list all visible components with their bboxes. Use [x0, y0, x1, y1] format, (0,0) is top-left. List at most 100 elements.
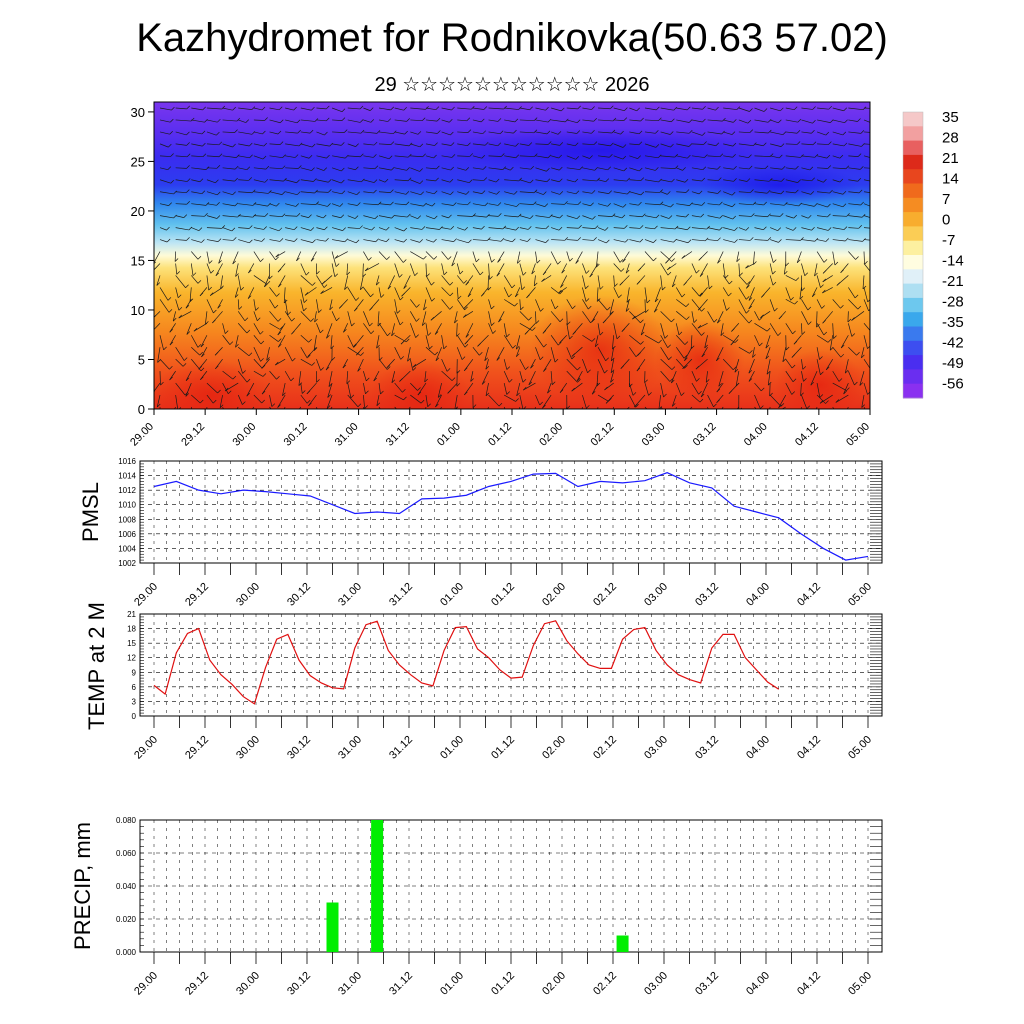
y-tick-label: 0.080 [116, 816, 137, 825]
wind-barb [215, 263, 223, 276]
wind-barb-flag [405, 201, 410, 206]
wind-barb [551, 227, 560, 231]
wind-barb-flag [687, 239, 692, 243]
y-tick-label: 10 [131, 303, 145, 318]
wind-barb [410, 191, 421, 196]
wind-barb [543, 358, 552, 372]
wind-barb [566, 251, 570, 262]
wind-barb [504, 215, 519, 218]
y-tick-label: 15 [127, 639, 136, 648]
wind-barb-flag [732, 142, 737, 147]
wind-barb [159, 179, 171, 184]
wind-barb [738, 287, 747, 300]
wind-barb-flag [767, 418, 770, 421]
colorbar-segment [903, 240, 923, 256]
colorbar-label: 28 [942, 130, 959, 147]
wind-barb [785, 191, 796, 194]
wind-barb-flag [201, 190, 206, 194]
wind-barb [222, 167, 236, 170]
wind-barb [785, 287, 791, 301]
wind-barb-flag [772, 281, 777, 286]
wind-barb [738, 191, 751, 193]
wind-barb [613, 179, 627, 182]
wind-barb-flag [403, 106, 407, 111]
wind-barb-flag [202, 106, 206, 111]
wind-barb-flag [701, 353, 706, 358]
wind-barb [835, 394, 849, 403]
wind-barb-flag [439, 226, 443, 230]
wind-barb-flag [873, 215, 876, 218]
wind-barb-flag [407, 177, 412, 181]
wind-barb [159, 143, 169, 148]
wind-barb-flag [592, 216, 596, 220]
x-tick-label: 29.12 [183, 734, 211, 762]
wind-barb-flag [434, 416, 437, 419]
wind-barb [347, 143, 356, 147]
wind-barb-flag [172, 317, 177, 322]
wind-barb [801, 263, 806, 276]
wind-barb-flag [436, 165, 440, 170]
wind-barb [191, 275, 199, 284]
wind-barb [770, 239, 779, 243]
wind-barb-flag [684, 364, 688, 369]
wind-barb [785, 227, 794, 231]
wind-barb [816, 179, 824, 183]
wind-barb [676, 155, 688, 159]
wind-barb-flag [763, 142, 767, 147]
wind-barb-flag [872, 120, 875, 123]
wind-barb [504, 203, 517, 207]
wind-barb [519, 107, 530, 111]
x-tick-label: 02.12 [588, 421, 616, 449]
wind-barb [515, 347, 521, 357]
wind-barb-flag [760, 387, 765, 392]
wind-barb-flag [401, 411, 404, 414]
wind-barb [675, 382, 682, 396]
wind-barb [441, 263, 445, 275]
wind-barb-flag [506, 391, 510, 395]
wind-barb [248, 263, 255, 274]
wind-barb-flag [369, 107, 374, 111]
wind-barb [610, 371, 615, 383]
wind-barb-flag [610, 105, 614, 109]
wind-barb-flag [801, 287, 805, 292]
wind-barb [285, 155, 296, 158]
x-tick-label: 31.12 [387, 734, 415, 762]
wind-barb [378, 191, 391, 194]
wind-barb-flag [400, 356, 404, 360]
wind-barb [582, 394, 587, 409]
wind-barb [503, 370, 510, 383]
wind-barb [253, 251, 261, 262]
wind-barb [754, 322, 768, 332]
wind-barb-flag [666, 266, 671, 271]
wind-barb [582, 334, 593, 342]
wind-barb [456, 299, 465, 311]
wind-barb [691, 179, 702, 182]
colorbar-segment [903, 297, 923, 313]
wind-barb [785, 167, 796, 170]
colorbar-label: 35 [942, 109, 959, 126]
wind-barb-flag [593, 237, 597, 241]
wind-barb-flag [595, 415, 598, 418]
wind-barb-flag [732, 215, 737, 220]
wind-barb-flag [199, 178, 204, 182]
wind-barb [566, 107, 578, 110]
wind-barb-flag [622, 204, 627, 208]
wind-barb [410, 299, 417, 308]
wind-barb-flag [516, 392, 520, 397]
wind-barb-flag [275, 256, 279, 261]
wind-barb [535, 311, 537, 324]
wind-barb-flag [233, 237, 237, 241]
wind-barb-flag [532, 327, 536, 331]
x-tick-label: 04.12 [793, 421, 821, 449]
wind-barb-flag [875, 156, 878, 159]
wind-barb-flag [475, 258, 480, 263]
wind-barb-flag [745, 310, 750, 314]
wind-barb-flag [524, 331, 529, 335]
wind-barb [660, 167, 676, 169]
wind-barb [754, 215, 768, 218]
wind-barb-flag [811, 129, 815, 134]
wind-barb-flag [355, 297, 360, 301]
wind-barb-flag [276, 293, 280, 297]
wind-barb [754, 227, 764, 231]
wind-barb-flag [427, 332, 432, 336]
